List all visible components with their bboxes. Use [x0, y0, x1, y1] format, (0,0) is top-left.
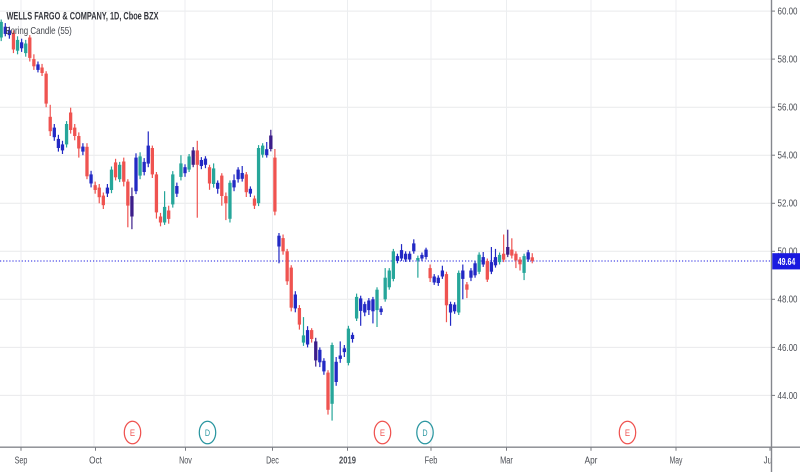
svg-text:D: D	[205, 428, 210, 439]
svg-text:60.00: 60.00	[778, 7, 798, 18]
svg-text:54.00: 54.00	[778, 151, 798, 162]
svg-text:Mar: Mar	[500, 456, 513, 467]
svg-text:May: May	[670, 456, 683, 467]
svg-text:Jun: Jun	[764, 456, 777, 467]
svg-text:Apr: Apr	[585, 456, 598, 467]
svg-text:E: E	[130, 428, 135, 439]
svg-text:49.64: 49.64	[778, 256, 796, 268]
svg-text:52.00: 52.00	[778, 199, 798, 210]
svg-text:E: E	[380, 428, 385, 439]
svg-text:Feb: Feb	[425, 456, 438, 467]
svg-text:Sep: Sep	[15, 456, 28, 467]
svg-text:WELLS FARGO & COMPANY, 1D, Cbo: WELLS FARGO & COMPANY, 1D, Cboe BZX	[7, 10, 159, 22]
svg-text:56.00: 56.00	[778, 103, 798, 114]
svg-text:44.00: 44.00	[778, 391, 798, 402]
svg-text:Oct: Oct	[89, 456, 102, 467]
svg-text:48.00: 48.00	[778, 295, 798, 306]
svg-text:Nov: Nov	[179, 456, 192, 467]
svg-text:50.00: 50.00	[778, 247, 798, 258]
svg-text:Boring Candle (55): Boring Candle (55)	[5, 25, 72, 37]
svg-text:D: D	[422, 428, 427, 439]
svg-text:Dec: Dec	[266, 456, 279, 467]
svg-text:2019: 2019	[339, 456, 356, 467]
svg-text:58.00: 58.00	[778, 55, 798, 66]
svg-text:46.00: 46.00	[778, 343, 798, 354]
svg-text:E: E	[625, 428, 630, 439]
